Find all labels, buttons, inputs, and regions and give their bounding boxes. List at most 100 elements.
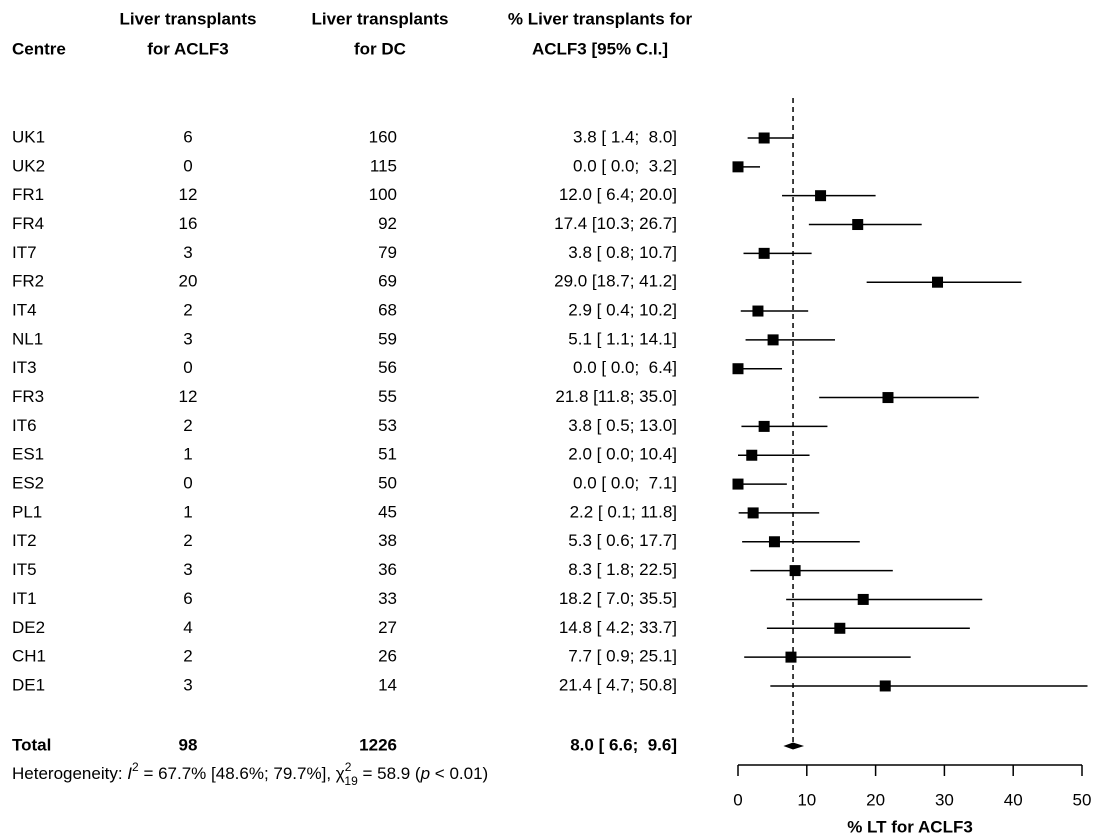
aclf3-count: 6	[183, 589, 192, 608]
estimate-square	[752, 305, 764, 317]
total-ci-label: 8.0 [ 6.6; 9.6]	[570, 735, 677, 754]
estimate-square	[879, 680, 891, 692]
centre-label: CH1	[12, 647, 46, 666]
centre-label: FR2	[12, 272, 44, 291]
column-header: Liver transplants	[120, 9, 257, 28]
dc-count: 51	[378, 445, 397, 464]
dc-count: 55	[378, 387, 397, 406]
aclf3-count: 2	[183, 531, 192, 550]
x-axis-title: % LT for ACLF3	[847, 817, 973, 836]
dc-count: 56	[378, 358, 397, 377]
dc-count: 69	[378, 272, 397, 291]
ci-label: 18.2 [ 7.0; 35.5]	[559, 589, 677, 608]
centre-label: IT6	[12, 416, 37, 435]
estimate-square	[932, 276, 944, 288]
ci-label: 2.9 [ 0.4; 10.2]	[568, 301, 677, 320]
ci-label: 5.1 [ 1.1; 14.1]	[568, 329, 677, 348]
heterogeneity-part: 19	[344, 774, 358, 788]
heterogeneity-part: 2	[132, 760, 139, 774]
column-header: Centre	[12, 39, 66, 58]
centre-label: IT1	[12, 589, 37, 608]
ci-label: 17.4 [10.3; 26.7]	[554, 214, 677, 233]
aclf3-count: 12	[179, 387, 198, 406]
ci-label: 21.8 [11.8; 35.0]	[555, 387, 677, 406]
ci-label: 5.3 [ 0.6; 17.7]	[568, 531, 677, 550]
column-header: Liver transplants	[312, 9, 449, 28]
aclf3-count: 3	[183, 560, 192, 579]
estimate-square	[834, 622, 846, 634]
ci-label: 12.0 [ 6.4; 20.0]	[559, 185, 677, 204]
ci-label: 0.0 [ 0.0; 6.4]	[573, 358, 677, 377]
column-header: ACLF3 [95% C.I.]	[532, 39, 668, 58]
ci-label: 2.2 [ 0.1; 11.8]	[570, 502, 677, 521]
x-tick-label: 50	[1073, 790, 1092, 809]
ci-label: 0.0 [ 0.0; 3.2]	[573, 156, 677, 175]
aclf3-count: 16	[179, 214, 198, 233]
estimate-square	[768, 536, 780, 548]
aclf3-count: 20	[179, 272, 198, 291]
x-tick-label: 30	[935, 790, 954, 809]
dc-count: 27	[378, 618, 397, 637]
dc-count: 53	[378, 416, 397, 435]
heterogeneity-part: < 0.01)	[430, 764, 488, 783]
centre-label: ES2	[12, 474, 44, 493]
aclf3-count: 12	[179, 185, 198, 204]
centre-label: UK1	[12, 127, 45, 146]
estimate-square	[789, 565, 801, 577]
ci-label: 3.8 [ 0.5; 13.0]	[568, 416, 677, 435]
aclf3-count: 4	[183, 618, 192, 637]
dc-count: 26	[378, 647, 397, 666]
dc-count: 160	[369, 127, 397, 146]
column-header: for DC	[354, 39, 406, 58]
estimate-square	[746, 449, 758, 461]
estimate-square	[732, 363, 744, 375]
heterogeneity-part: Heterogeneity:	[12, 764, 127, 783]
dc-count: 115	[370, 156, 397, 175]
estimate-square	[767, 334, 779, 346]
centre-label: ES1	[12, 445, 44, 464]
x-tick-label: 10	[797, 790, 816, 809]
aclf3-count: 2	[183, 647, 192, 666]
centre-label: FR4	[12, 214, 44, 233]
aclf3-count: 0	[183, 156, 192, 175]
ci-label: 7.7 [ 0.9; 25.1]	[568, 647, 677, 666]
estimate-square	[758, 420, 770, 432]
centre-label: PL1	[12, 502, 42, 521]
aclf3-count: 1	[183, 502, 192, 521]
ci-label: 29.0 [18.7; 41.2]	[554, 272, 677, 291]
dc-count: 92	[378, 214, 397, 233]
ci-label: 8.3 [ 1.8; 22.5]	[568, 560, 677, 579]
centre-label: UK2	[12, 156, 45, 175]
estimate-square	[732, 478, 744, 490]
centre-label: IT7	[12, 243, 37, 262]
dc-count: 36	[378, 560, 397, 579]
dc-count: 45	[378, 502, 397, 521]
ci-label: 0.0 [ 0.0; 7.1]	[573, 474, 677, 493]
heterogeneity-part: = 58.9 (	[358, 764, 421, 783]
ci-label: 14.8 [ 4.2; 33.7]	[559, 618, 677, 637]
centre-label: NL1	[12, 329, 43, 348]
dc-count: 38	[378, 531, 397, 550]
centre-label: FR1	[12, 185, 44, 204]
heterogeneity-part: 2	[345, 760, 352, 774]
aclf3-count: 2	[183, 301, 192, 320]
aclf3-count: 3	[183, 675, 192, 694]
x-tick-label: 40	[1004, 790, 1023, 809]
total-dc: 1226	[359, 735, 397, 754]
total-aclf3: 98	[179, 735, 198, 754]
aclf3-count: 3	[183, 243, 192, 262]
ci-label: 3.8 [ 1.4; 8.0]	[573, 127, 677, 146]
aclf3-count: 0	[183, 474, 192, 493]
ci-label: 3.8 [ 0.8; 10.7]	[568, 243, 677, 262]
dc-count: 50	[378, 474, 397, 493]
centre-label: IT2	[12, 531, 37, 550]
aclf3-count: 6	[183, 127, 192, 146]
centre-label: IT3	[12, 358, 37, 377]
centre-label: IT5	[12, 560, 37, 579]
x-tick-label: 20	[866, 790, 885, 809]
aclf3-count: 3	[183, 329, 192, 348]
column-header: % Liver transplants for	[508, 9, 693, 28]
estimate-square	[857, 593, 869, 605]
estimate-square	[852, 219, 864, 231]
